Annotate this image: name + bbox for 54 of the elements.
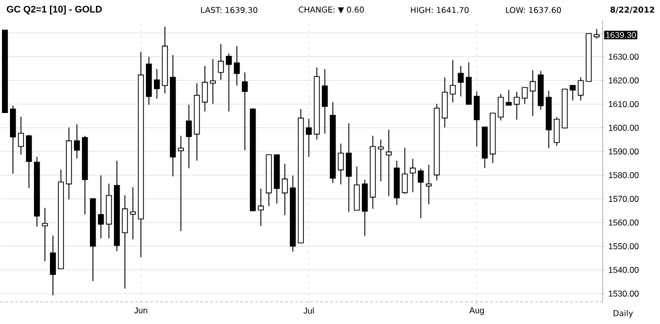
text: 1639.30 — [606, 32, 636, 38]
candlestick — [522, 87, 528, 104]
candlestick — [306, 118, 312, 158]
candlestick — [242, 72, 248, 151]
x-tick-label: Jun — [134, 307, 148, 314]
candlestick — [210, 58, 216, 104]
candlestick — [378, 139, 384, 182]
candlestick — [322, 68, 328, 134]
y-tick-label: 1620.00 — [608, 77, 639, 84]
candlestick — [18, 116, 24, 156]
candlestick — [450, 60, 456, 103]
candlestick — [98, 174, 104, 239]
x-tick-label: Jul — [304, 307, 314, 314]
y-tick-label: 1630.00 — [608, 54, 639, 60]
y-tick-label: 1600.00 — [608, 124, 639, 131]
y-tick-label: 1590.00 — [608, 148, 639, 155]
candlestick — [498, 94, 504, 121]
candlestick — [282, 163, 288, 216]
candlestick — [530, 70, 536, 116]
candlestick — [506, 89, 512, 106]
candlestick — [258, 188, 264, 227]
candlestick — [410, 158, 416, 193]
candlestick — [226, 52, 232, 112]
candlestick — [418, 168, 424, 219]
y-tick-label: 1580.00 — [608, 172, 639, 178]
candlestick — [50, 235, 56, 296]
candlestick — [186, 104, 192, 169]
y-tick-label: 1560.00 — [608, 220, 639, 226]
y-tick-label: 1540.00 — [608, 266, 639, 273]
candlestick — [130, 186, 136, 240]
candlestick — [426, 164, 432, 205]
x-tick-label: Aug — [469, 307, 484, 316]
candlestick — [338, 143, 344, 185]
candlestick — [578, 76, 584, 102]
candlestick — [474, 91, 480, 147]
candlestick — [178, 135, 184, 232]
y-tick-label: 1530.00 — [608, 290, 639, 297]
candlestick — [202, 66, 208, 112]
candlestick — [386, 129, 392, 197]
y-tick-label: 1550.00 — [608, 243, 639, 250]
y-tick-label: 1610.00 — [608, 101, 639, 108]
candlestick — [154, 68, 160, 100]
candlestick — [402, 147, 408, 194]
candlestick — [218, 44, 224, 80]
candlestick — [458, 66, 464, 98]
candlestick — [234, 46, 240, 86]
y-tick-label: 1570.00 — [608, 196, 639, 202]
candlestick — [74, 124, 80, 160]
candlestick — [346, 122, 352, 213]
candlestick — [554, 116, 560, 146]
candlestick — [42, 207, 48, 262]
chart-title: GC Q2=1 [10] - GOLD — [6, 6, 102, 14]
candlestick — [122, 194, 128, 290]
candlestick — [570, 84, 576, 102]
